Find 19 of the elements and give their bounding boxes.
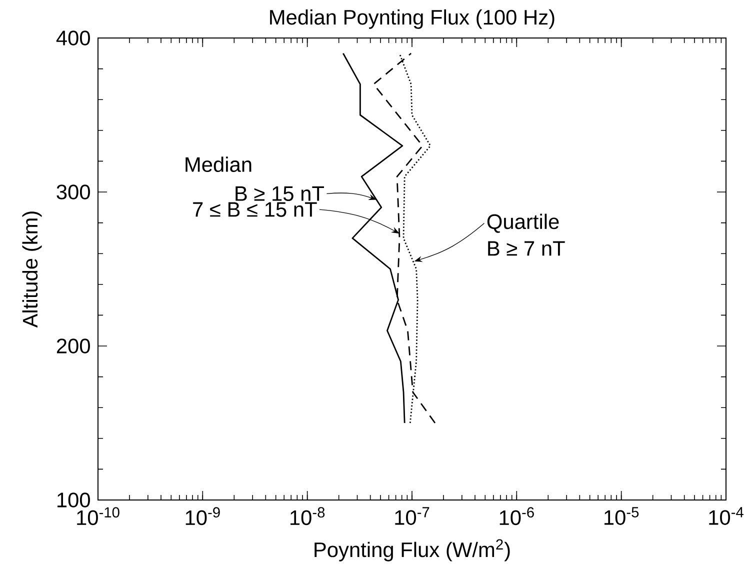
y-axis-title: Altitude (km) [22,212,42,328]
annotation: B ≥ 7 nT [488,241,565,256]
x-tick-label: 10$^{-10}$ [77,507,120,526]
x-tick-label: 10$^{-7}$ [395,507,430,525]
annotation: Median [186,156,252,172]
x-tick-label: 10$^{-6}$ [500,507,534,526]
annotation: 7 ≤ B ≤ 15 nT [193,202,317,217]
y-tick-label: 200 [56,338,90,354]
x-tick-label: 10$^{-4}$ [709,507,744,525]
chart-title: Median Poynting Flux (100 Hz) [270,9,554,29]
x-tick-label: 10$^{-9}$ [186,507,220,526]
x-tick-label: 10$^{-8}$ [290,507,325,526]
y-tick-label: 400 [56,30,90,46]
x-tick-label: 10$^{-5}$ [604,507,639,525]
y-tick-label: 100 [58,492,90,508]
annotation: Quartile [487,214,559,233]
x-axis-title: Poynting Flux (W/m$^{2}$) [314,539,510,562]
annotation: B ≥ 15 nT [236,186,324,201]
y-tick-label: 300 [56,184,90,200]
